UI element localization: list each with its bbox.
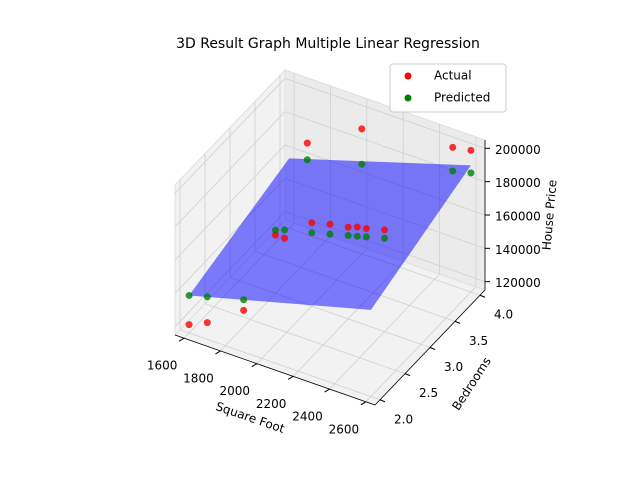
axis-line [174,334,376,406]
data-point [358,160,366,168]
grid-line [174,78,286,194]
data-point [240,296,248,304]
data-point [203,319,211,327]
legend-marker [404,94,412,102]
y-tick-label: 2.5 [419,386,438,400]
grid-line [284,77,486,149]
data-point [381,226,389,234]
data-point [271,226,279,234]
z-tick-label: 120000 [495,276,541,290]
legend-label: Predicted [434,91,490,105]
data-point [381,234,389,242]
x-tick-label: 1600 [147,359,178,373]
data-point [308,229,316,237]
x-tick-label: 2200 [256,397,287,411]
data-point [185,291,193,299]
data-point [281,234,289,242]
x-tick-label: 2400 [292,410,323,424]
data-point [303,139,311,147]
x-tick-label: 2600 [329,422,360,436]
data-point [308,219,316,227]
grid-line [174,111,286,227]
legend-label: Actual [434,69,472,83]
axis-line [374,289,486,406]
z-axis-label: House Price [539,179,559,251]
x-tick [251,363,258,368]
y-tick-label: 2.0 [394,412,413,426]
data-point [271,231,279,239]
legend-box [389,63,507,113]
y-tick-label: 3.0 [444,360,463,374]
z-tick-label: 160000 [495,210,541,224]
x-tick-label: 2000 [220,384,251,398]
z-tick-label: 180000 [495,176,541,190]
legend-marker [404,72,412,80]
data-point [203,293,211,301]
x-tick-label: 1800 [183,371,214,385]
y-tick [379,399,386,403]
data-point [449,143,457,151]
data-point [240,306,248,314]
x-tick [287,375,294,380]
data-point [326,230,334,238]
data-point [353,223,361,231]
data-point [303,156,311,164]
x-tick [215,350,221,355]
y-tick-label: 4.0 [494,308,513,322]
grid-line [204,303,406,375]
data-point [326,220,334,228]
y-tick [404,373,411,377]
data-point [281,226,289,234]
data-point [467,146,475,154]
y-tick-label: 3.5 [469,334,488,348]
x-tick [178,337,185,342]
data-point [449,167,457,175]
data-point [467,169,475,177]
y-tick [429,347,436,350]
grid-line [179,329,381,401]
data-point [353,232,361,240]
data-point [358,125,366,133]
grid-line [174,144,286,261]
x-tick [360,401,367,406]
z-tick-label: 200000 [495,143,541,157]
chart-title: 3D Result Graph Multiple Linear Regressi… [176,36,480,52]
y-tick [454,320,461,324]
data-point [344,223,352,231]
y-tick [479,294,486,298]
data-point [362,233,370,241]
data-point [344,232,352,240]
x-tick [324,388,330,393]
z-tick-label: 140000 [495,243,541,257]
data-point [185,321,193,329]
data-point [362,225,370,233]
